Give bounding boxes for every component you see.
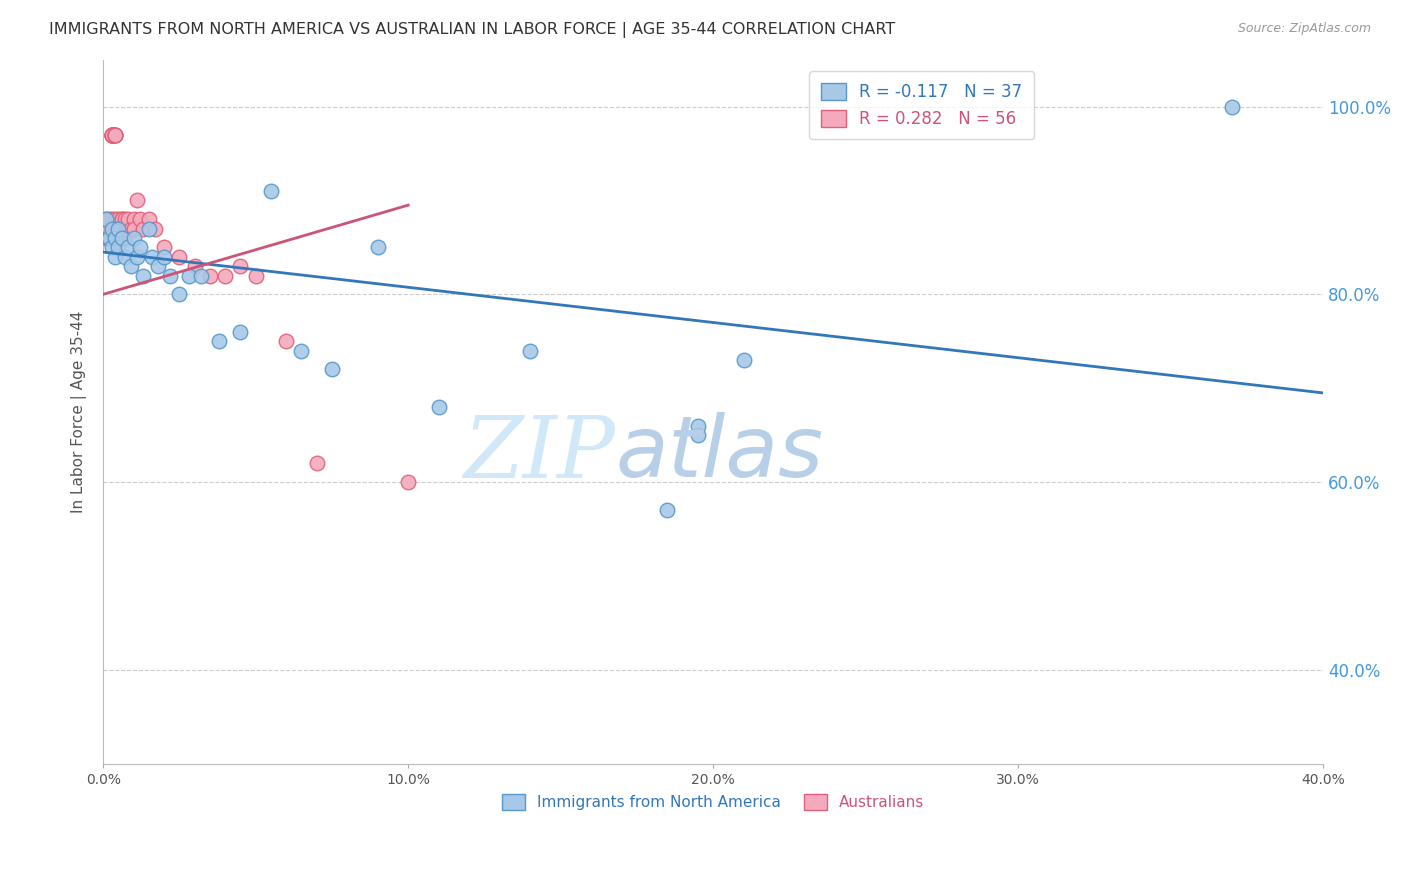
Point	[686, 428, 709, 442]
Point	[229, 259, 252, 273]
Text: IMMIGRANTS FROM NORTH AMERICA VS AUSTRALIAN IN LABOR FORCE | AGE 35-44 CORRELATI: IMMIGRANTS FROM NORTH AMERICA VS AUSTRAL…	[49, 22, 896, 38]
Point	[114, 212, 136, 227]
Point	[276, 334, 298, 349]
Point	[96, 212, 118, 227]
Point	[101, 128, 124, 142]
Point	[141, 250, 163, 264]
Point	[104, 221, 127, 235]
Point	[96, 231, 118, 245]
Point	[101, 128, 124, 142]
Point	[101, 128, 124, 142]
Point	[104, 128, 127, 142]
Point	[110, 221, 132, 235]
Point	[96, 221, 118, 235]
Point	[101, 128, 124, 142]
Point	[125, 194, 148, 208]
Point	[101, 212, 124, 227]
Point	[114, 250, 136, 264]
Point	[110, 212, 132, 227]
Point	[101, 221, 124, 235]
Point	[122, 231, 145, 245]
Point	[138, 221, 160, 235]
Point	[110, 231, 132, 245]
Point	[169, 250, 191, 264]
Point	[101, 221, 124, 235]
Point	[146, 259, 169, 273]
Point	[143, 221, 166, 235]
Point	[396, 475, 419, 490]
Text: ZIP: ZIP	[464, 413, 616, 495]
Point	[104, 221, 127, 235]
Point	[159, 268, 181, 283]
Point	[110, 221, 132, 235]
Point	[305, 456, 328, 470]
Point	[208, 334, 231, 349]
Point	[686, 418, 709, 433]
Point	[260, 184, 283, 198]
Point	[98, 221, 121, 235]
Point	[367, 240, 389, 254]
Point	[110, 231, 132, 245]
Point	[128, 240, 150, 254]
Point	[519, 343, 541, 358]
Point	[245, 268, 267, 283]
Point	[1220, 99, 1243, 113]
Point	[138, 212, 160, 227]
Point	[198, 268, 221, 283]
Point	[117, 240, 139, 254]
Point	[98, 221, 121, 235]
Point	[153, 250, 176, 264]
Point	[427, 400, 450, 414]
Point	[229, 325, 252, 339]
Point	[128, 212, 150, 227]
Point	[104, 250, 127, 264]
Point	[122, 221, 145, 235]
Point	[107, 240, 129, 254]
Point	[101, 128, 124, 142]
Point	[107, 231, 129, 245]
Point	[107, 221, 129, 235]
Text: Source: ZipAtlas.com: Source: ZipAtlas.com	[1237, 22, 1371, 36]
Point	[107, 212, 129, 227]
Point	[104, 128, 127, 142]
Point	[733, 353, 755, 368]
Point	[101, 128, 124, 142]
Point	[132, 268, 155, 283]
Point	[107, 221, 129, 235]
Point	[125, 250, 148, 264]
Point	[321, 362, 343, 376]
Point	[177, 268, 200, 283]
Point	[153, 240, 176, 254]
Point	[114, 221, 136, 235]
Point	[101, 240, 124, 254]
Point	[183, 259, 205, 273]
Text: atlas: atlas	[616, 412, 824, 495]
Point	[104, 212, 127, 227]
Point	[169, 287, 191, 301]
Point	[114, 231, 136, 245]
Point	[132, 221, 155, 235]
Point	[104, 128, 127, 142]
Y-axis label: In Labor Force | Age 35-44: In Labor Force | Age 35-44	[72, 310, 87, 513]
Point	[104, 231, 127, 245]
Point	[104, 128, 127, 142]
Point	[190, 268, 212, 283]
Point	[98, 231, 121, 245]
Point	[110, 212, 132, 227]
Point	[96, 212, 118, 227]
Point	[101, 128, 124, 142]
Point	[122, 212, 145, 227]
Legend: Immigrants from North America, Australians: Immigrants from North America, Australia…	[496, 788, 931, 816]
Point	[98, 212, 121, 227]
Point	[657, 503, 679, 517]
Point	[120, 259, 142, 273]
Point	[120, 221, 142, 235]
Point	[290, 343, 312, 358]
Point	[104, 231, 127, 245]
Point	[117, 212, 139, 227]
Point	[117, 221, 139, 235]
Point	[214, 268, 236, 283]
Point	[101, 128, 124, 142]
Point	[98, 231, 121, 245]
